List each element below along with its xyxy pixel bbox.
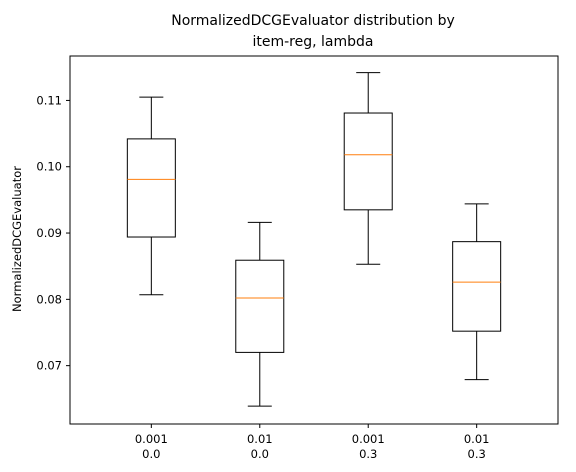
x-tick-label-line-1: 0.01 (464, 432, 490, 446)
y-axis-label: NormalizedDCGEvaluator (10, 166, 24, 312)
chart-title-line-2: item-reg, lambda (253, 34, 374, 50)
y-tick-label: 0.09 (36, 226, 62, 240)
iqr-box (343, 112, 393, 211)
y-tick-label: 0.11 (36, 93, 62, 107)
x-tick-label-line-2: 0.0 (251, 447, 269, 461)
iqr-box (235, 259, 285, 353)
y-tick-label: 0.08 (36, 292, 62, 306)
x-tick-label-line-1: 0.001 (135, 432, 168, 446)
x-tick-label-line-2: 0.3 (468, 447, 486, 461)
iqr-box (452, 241, 502, 332)
y-tick-label: 0.07 (36, 359, 62, 373)
chart-title-line-1: NormalizedDCGEvaluator distribution by (171, 13, 455, 29)
iqr-box (126, 138, 176, 238)
plot-area: 0.070.080.090.100.110.0010.00.010.00.001… (36, 55, 559, 461)
axes-frame (69, 55, 559, 425)
x-tick-label-line-1: 0.01 (247, 432, 273, 446)
x-tick-label-line-2: 0.0 (142, 447, 160, 461)
x-tick-label-line-1: 0.001 (352, 432, 385, 446)
x-tick-label-line-2: 0.3 (359, 447, 377, 461)
y-tick-label: 0.10 (36, 160, 62, 174)
